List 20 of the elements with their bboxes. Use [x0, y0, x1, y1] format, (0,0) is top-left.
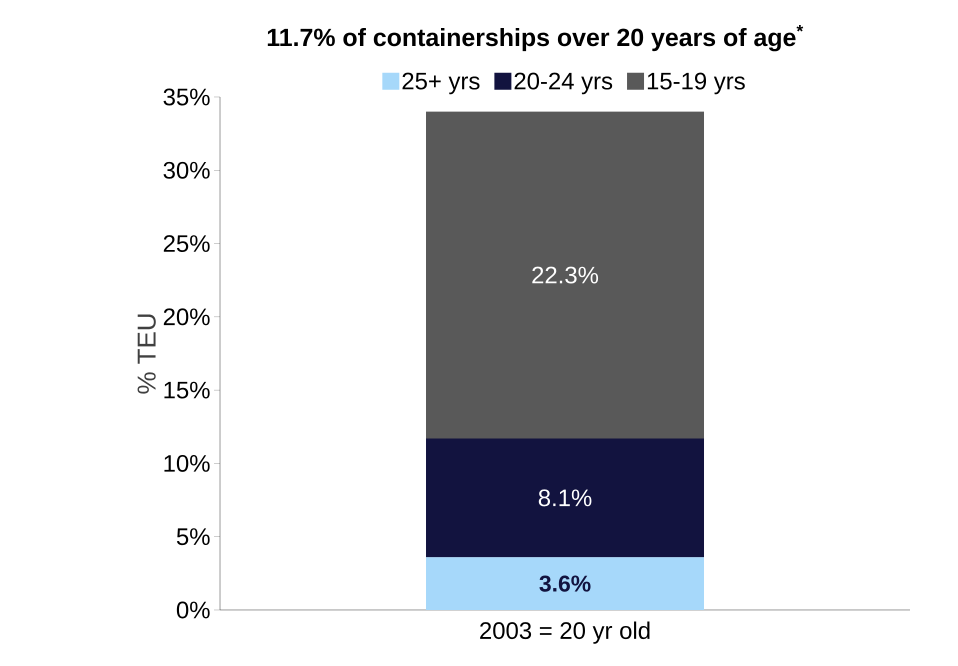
y-tick-label: 15%: [164, 382, 210, 399]
y-tick-label: 25%: [164, 235, 210, 252]
y-tick-label: 0%: [176, 602, 210, 618]
bar: [426, 438, 704, 558]
legend-label: 15-19 yrs: [648, 72, 745, 94]
chart-title: 11.7% of containerships over 20 years of age$^{*}$: [268, 24, 804, 52]
bar: [426, 112, 704, 438]
data-label: 3.6%: [539, 575, 591, 592]
data-label: 8.1%: [538, 489, 592, 506]
data-label: 22.3%: [532, 266, 598, 284]
y-tick-label: 10%: [164, 454, 210, 472]
y-tick-label: 20%: [164, 308, 210, 326]
y-tick-label: 5%: [176, 528, 210, 546]
bar: [426, 557, 704, 610]
y-axis-title: % TEU: [138, 314, 156, 394]
legend-label: 20-24 yrs: [514, 72, 612, 94]
y-tick-label: 35%: [164, 88, 210, 106]
y-tick-label: 30%: [164, 162, 210, 179]
legend-label: 25+ yrs: [402, 72, 480, 94]
x-tick-label: 2003 = 20 yr old: [480, 622, 650, 644]
